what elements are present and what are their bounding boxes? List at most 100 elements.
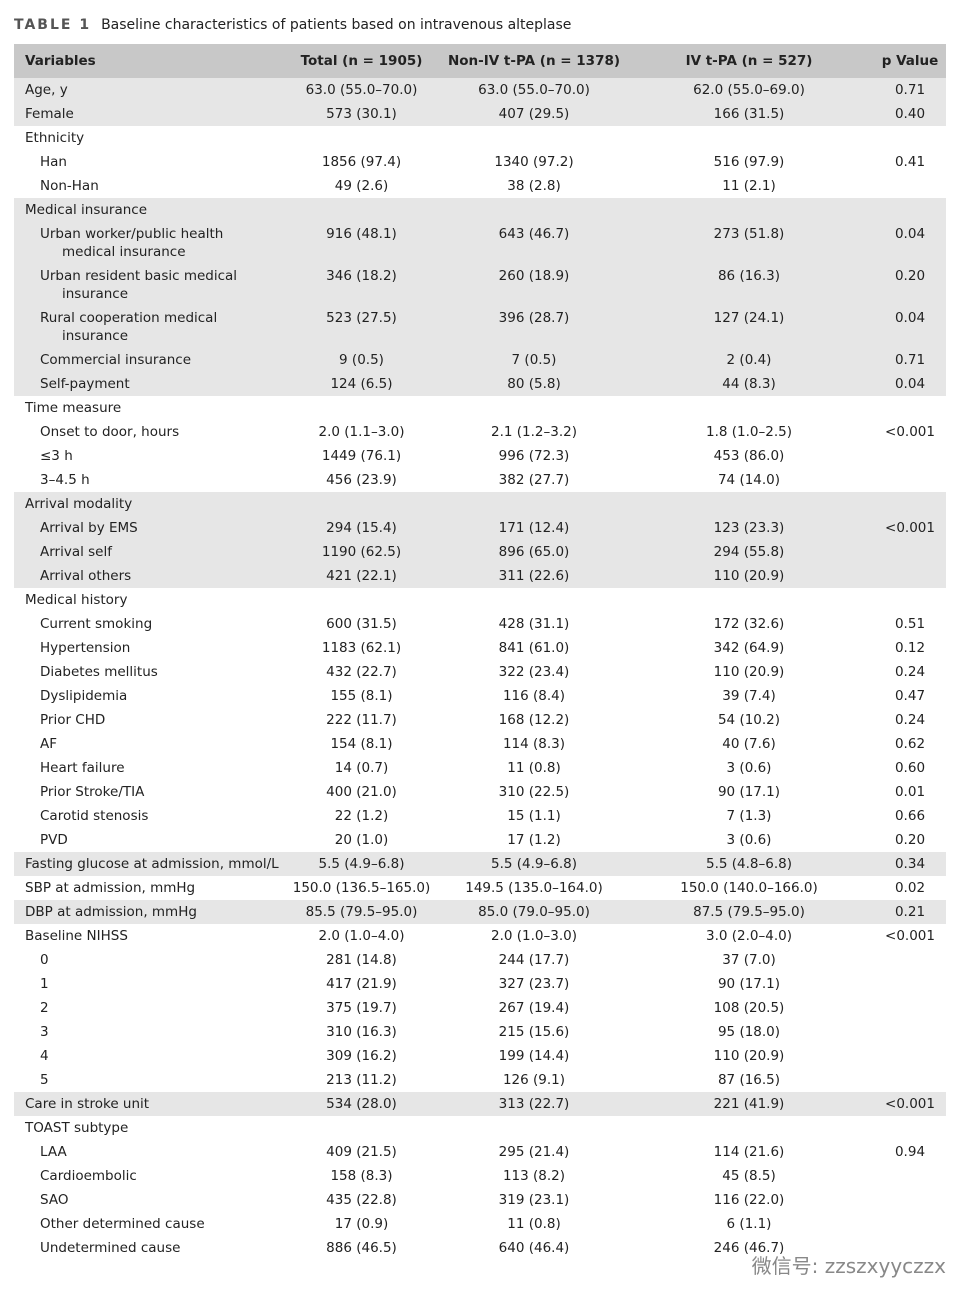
cell: 0.21 xyxy=(874,900,946,924)
cell: 295 (21.4) xyxy=(498,1144,570,1160)
row-label: Undetermined cause xyxy=(40,1240,181,1256)
row-label: SAO xyxy=(40,1192,69,1208)
cell: 1340 (97.2) xyxy=(494,154,574,170)
cell: 95 (18.0) xyxy=(717,1024,781,1040)
cell xyxy=(874,1188,946,1212)
cell: 215 (15.6) xyxy=(498,1024,570,1040)
cell: 382 (27.7) xyxy=(498,472,570,488)
cell: 155 (8.1) xyxy=(330,688,393,704)
header-cell: IV t-PA (n = 527) xyxy=(624,44,874,78)
cell xyxy=(874,948,946,972)
cell: 309 (16.2) xyxy=(326,1048,397,1064)
cell: 996 (72.3) xyxy=(498,448,570,464)
table-row: LAA 409 (21.5) 295 (21.4) 114 (21.6) 0.94 xyxy=(14,1140,946,1164)
cell: 0.60 xyxy=(894,760,926,776)
cell xyxy=(874,444,946,468)
cell: 149.5 (135.0–164.0) xyxy=(465,880,603,896)
table-row: Other determined cause 17 (0.9) 11 (0.8) 6 … xyxy=(14,1212,946,1236)
cell: 114 (8.3) xyxy=(502,736,566,752)
cell: 6 (1.1) xyxy=(726,1216,772,1232)
cell: 310 (22.5) xyxy=(498,784,570,800)
cell xyxy=(874,540,946,564)
cell: 110 (20.9) xyxy=(624,564,874,588)
caption: TABLE 1 Baseline characteristics of patie… xyxy=(14,17,571,33)
cell xyxy=(624,396,874,420)
cell: 0.20 xyxy=(874,264,946,306)
row-label: TOAST subtype xyxy=(25,1120,129,1136)
cell: <0.001 xyxy=(874,1092,946,1116)
row-label: Arrival others xyxy=(14,564,279,588)
cell: 1190 (62.5) xyxy=(279,540,444,564)
cell: 222 (11.7) xyxy=(326,712,397,728)
cell: 11 (0.8) xyxy=(507,760,561,776)
cell xyxy=(279,1116,444,1140)
table-row: Dyslipidemia 155 (8.1) 116 (8.4) 39 (7.4) 0.… xyxy=(14,684,946,708)
cell: 14 (0.7) xyxy=(334,760,389,776)
cell: 150.0 (136.5–165.0) xyxy=(292,880,431,896)
cell xyxy=(444,396,624,420)
cell: 267 (19.4) xyxy=(498,1000,570,1016)
header-row: Variables Total (n = 1905) Non-IV t-PA (n … xyxy=(14,44,946,78)
table-row: 3–4.5 h 456 (23.9) 382 (27.7) 74 (14.0) xyxy=(14,468,946,492)
cell: 44 (8.3) xyxy=(624,372,874,396)
watermark: 微信号: zzszxyyczzx xyxy=(751,1254,946,1278)
row-label: Arrival self xyxy=(14,540,279,564)
cell: 110 (20.9) xyxy=(713,1048,785,1064)
cell: 5.5 (4.9–6.8) xyxy=(279,852,444,876)
cell: 20 (1.0) xyxy=(334,832,389,848)
cell: 17 (1.2) xyxy=(507,832,561,848)
cell: 0.24 xyxy=(894,712,926,728)
cell: 417 (21.9) xyxy=(326,976,397,992)
table-row: Heart failure 14 (0.7) 11 (0.8) 3 (0.6) 0.60 xyxy=(14,756,946,780)
cell xyxy=(624,588,874,612)
cell: 123 (23.3) xyxy=(624,516,874,540)
row-label: Arrival by EMS xyxy=(14,516,279,540)
header-cell: Variables xyxy=(14,44,279,78)
cell: 346 (18.2) xyxy=(279,264,444,306)
cell: 5.5 (4.8–6.8) xyxy=(624,852,874,876)
cell: 0.71 xyxy=(874,348,946,372)
table-row: Ethnicity xyxy=(14,126,946,150)
cell xyxy=(624,126,874,150)
cell: <0.001 xyxy=(874,516,946,540)
cell: 39 (7.4) xyxy=(722,688,776,704)
row-label: AF xyxy=(40,736,58,752)
cell: 11 (0.8) xyxy=(507,1216,561,1232)
row-label: 5 xyxy=(40,1072,49,1088)
table-row: Arrival others 421 (22.1) 311 (22.6) 110 (2… xyxy=(14,564,946,588)
cell: <0.001 xyxy=(885,424,935,440)
cell: 294 (55.8) xyxy=(624,540,874,564)
cell: 0.04 xyxy=(874,372,946,396)
cell: 113 (8.2) xyxy=(502,1168,566,1184)
cell: 40 (7.6) xyxy=(722,736,776,752)
cell: 74 (14.0) xyxy=(717,472,781,488)
row-label: Han xyxy=(40,154,67,170)
cell: 516 (97.9) xyxy=(713,154,785,170)
cell: 0.41 xyxy=(894,154,926,170)
cell xyxy=(874,1068,946,1092)
table-row: 4 309 (16.2) 199 (14.4) 110 (20.9) xyxy=(14,1044,946,1068)
row-label: Baseline NIHSS xyxy=(25,928,128,944)
cell xyxy=(874,996,946,1020)
cell: 2.0 (1.0–4.0) xyxy=(318,928,405,944)
cell: 1183 (62.1) xyxy=(321,640,402,656)
cell xyxy=(874,492,946,516)
cell: <0.001 xyxy=(885,928,935,944)
cell: 435 (22.8) xyxy=(326,1192,397,1208)
table-row: TOAST subtype xyxy=(14,1116,946,1140)
cell: 294 (15.4) xyxy=(279,516,444,540)
table-row: Carotid stenosis 22 (1.2) 15 (1.1) 7 (1.3) 0… xyxy=(14,804,946,828)
cell: 86 (16.3) xyxy=(624,264,874,306)
cell: 114 (21.6) xyxy=(713,1144,785,1160)
row-label: Non-Han xyxy=(40,178,99,194)
cell: 0.94 xyxy=(894,1144,926,1160)
cell: 396 (28.7) xyxy=(444,306,624,348)
cell: 87.5 (79.5–95.0) xyxy=(624,900,874,924)
cell xyxy=(874,396,946,420)
row-label: Prior CHD xyxy=(40,712,106,728)
cell: 45 (8.5) xyxy=(722,1168,776,1184)
row-label: Dyslipidemia xyxy=(40,688,128,704)
cell xyxy=(444,492,624,516)
cell: 63.0 (55.0–70.0) xyxy=(444,78,624,102)
row-label: Medical insurance xyxy=(14,198,279,222)
